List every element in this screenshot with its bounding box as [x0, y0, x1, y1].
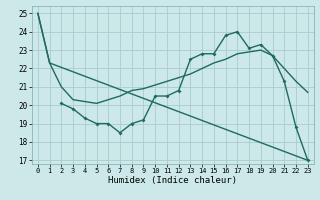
X-axis label: Humidex (Indice chaleur): Humidex (Indice chaleur)	[108, 176, 237, 185]
